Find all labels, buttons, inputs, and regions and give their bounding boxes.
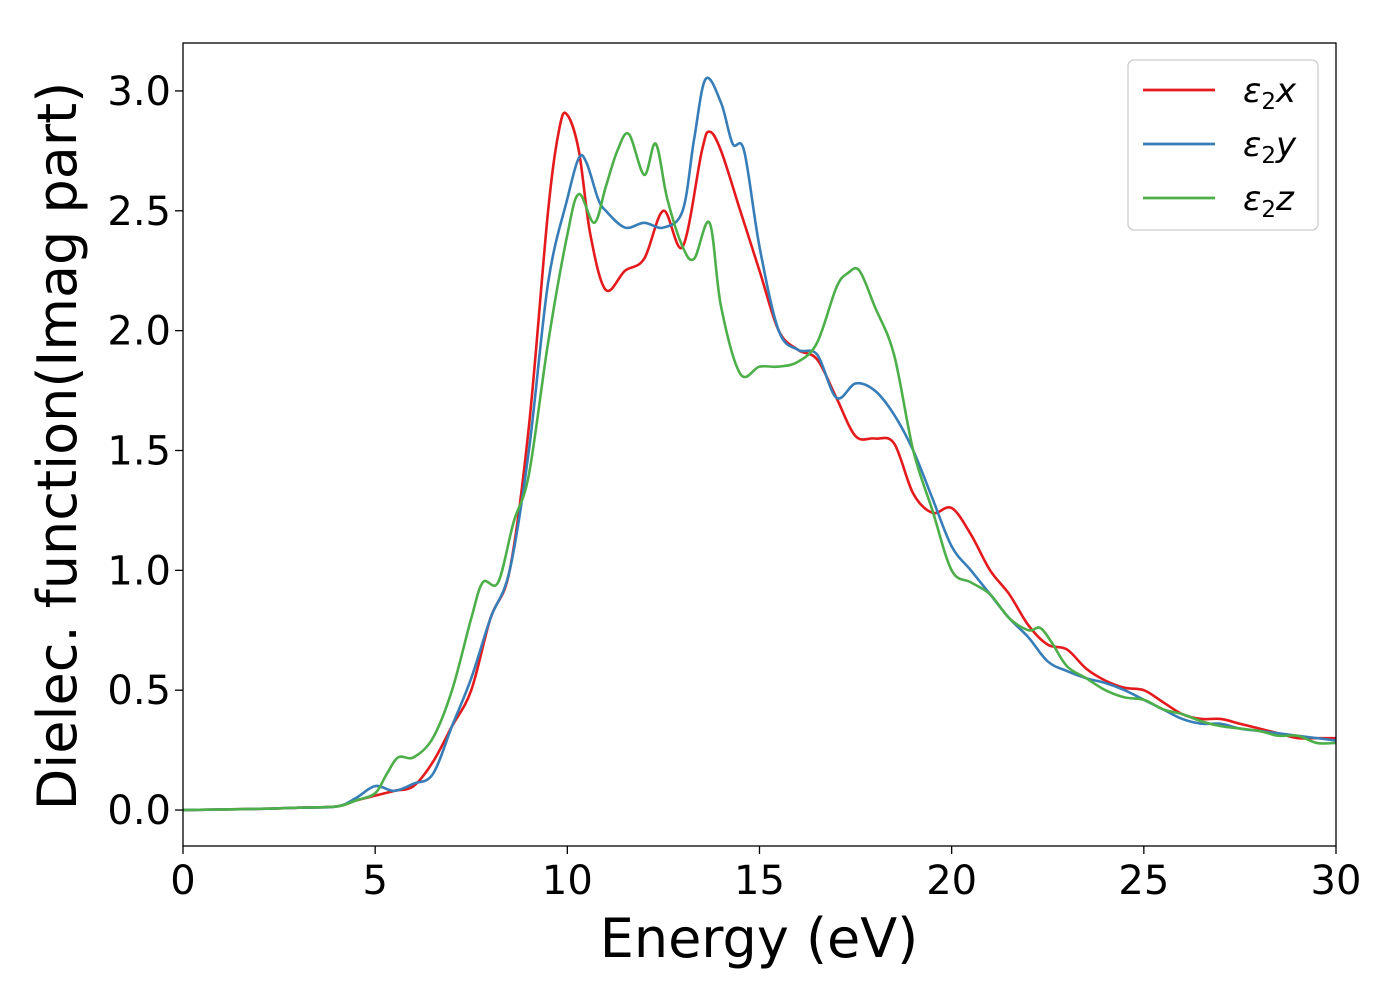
x-tick-label: 30 [1311,858,1362,904]
series-line-z [183,132,1336,812]
legend-label-y: ε2y [1243,125,1297,169]
series-lines [183,76,1336,812]
y-tick-label: 1.5 [107,428,171,474]
x-tick-label: 5 [362,858,387,904]
y-axis-ticks: 0.0 0.5 1.0 1.5 2.0 2.5 3.0 [107,69,183,834]
x-tick-label: 25 [1118,858,1169,904]
legend-label-z: ε2z [1243,179,1295,223]
y-tick-label: 2.5 [107,189,171,235]
x-tick-label: 20 [926,858,977,904]
y-axis-title: Dielec. function(Imag part) [26,82,89,811]
y-tick-label: 2.0 [107,309,171,355]
legend-box [1127,59,1319,231]
y-tick-label: 0.0 [107,788,171,834]
legend: ε2x ε2y ε2z [1127,59,1319,231]
y-tick-label: 0.5 [107,668,171,714]
legend-label-x: ε2x [1243,71,1297,115]
x-tick-label: 15 [734,858,785,904]
x-tick-label: 10 [542,858,593,904]
x-axis-ticks: 0 5 10 15 20 25 30 [170,846,1361,904]
y-tick-label: 3.0 [107,69,171,115]
x-tick-label: 0 [170,858,195,904]
series-line-x [183,111,1336,812]
y-tick-label: 1.0 [107,548,171,594]
x-axis-title: Energy (eV) [600,907,919,970]
